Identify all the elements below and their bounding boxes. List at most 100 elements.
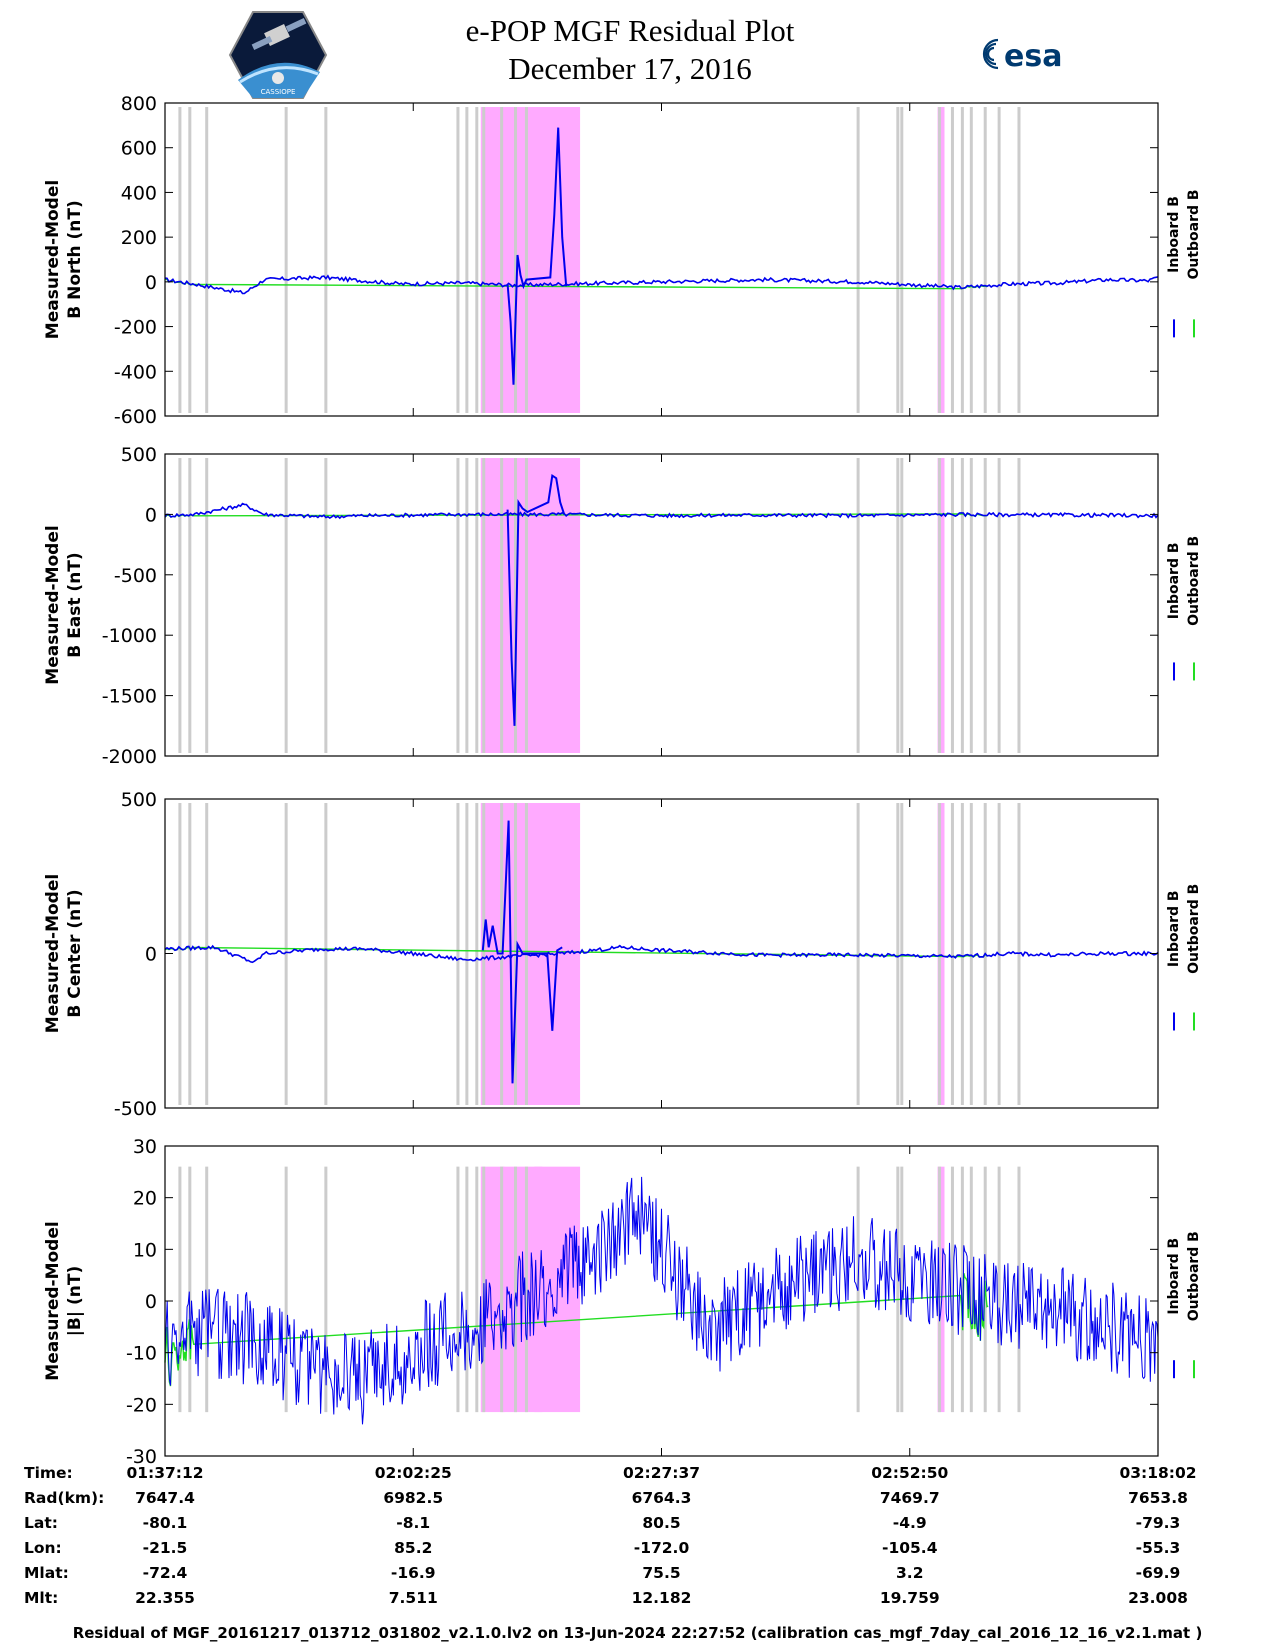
y-tick-label: 0 <box>145 1291 157 1313</box>
info-cell: 85.2 <box>394 1539 433 1557</box>
y-tick-label: -500 <box>114 565 157 587</box>
info-row-label: Mlat: <box>24 1564 69 1582</box>
info-cell: -80.1 <box>142 1514 188 1532</box>
y-tick-label: -200 <box>114 317 157 339</box>
inboard-series-line <box>164 274 1159 295</box>
info-cell: -79.3 <box>1135 1514 1181 1532</box>
inboard-spike-line <box>506 127 568 385</box>
y-tick-label: 400 <box>121 182 157 204</box>
magenta-band <box>480 107 505 413</box>
magenta-band <box>480 1166 505 1413</box>
y-axis-label: B North (nT) <box>65 200 85 319</box>
legend-entry-label: Inboard B <box>1166 1238 1182 1315</box>
info-cell: 22.355 <box>135 1589 195 1607</box>
orbit-info-table: Time: 01:37:12 02:02:25 02:27:37 02:52:50 03:… <box>0 1464 1275 1624</box>
info-cell: 02:27:37 <box>622 1464 701 1482</box>
info-cell: 80.5 <box>642 1514 681 1532</box>
info-cell: 6982.5 <box>383 1489 444 1507</box>
legend-entry-label: Outboard B <box>1186 189 1202 279</box>
info-cell: -55.3 <box>1135 1539 1181 1557</box>
info-cell: -72.4 <box>142 1564 188 1582</box>
panel-total: 30 20 10 0 -10 -20 -30 Measured-Model |B| (nT) In… <box>43 1136 1202 1468</box>
info-row-label: Lat: <box>24 1514 58 1532</box>
y-tick-label: -400 <box>114 361 157 383</box>
axes-box <box>164 453 1159 757</box>
legend-entry-label: Inboard B <box>1166 542 1182 619</box>
y-tick-label: 0 <box>145 944 157 966</box>
info-cell: 12.182 <box>631 1589 692 1607</box>
y-tick-label: 500 <box>121 789 157 811</box>
y-tick-label: -500 <box>114 1098 157 1120</box>
legend-entry-label: Outboard B <box>1186 1231 1202 1321</box>
info-cell: 6764.3 <box>631 1489 692 1507</box>
magenta-band <box>534 458 581 753</box>
y-tick-label: 0 <box>145 272 157 294</box>
y-tick-label: -1500 <box>102 686 157 708</box>
info-row-label: Rad(km): <box>24 1489 105 1507</box>
info-cell: 23.008 <box>1128 1589 1188 1607</box>
info-cell: 02:02:25 <box>374 1464 452 1482</box>
y-axis-label: B Center (nT) <box>65 889 85 1017</box>
cassiope-logo-text: CASSIOPE <box>261 88 296 96</box>
info-row-label: Mlt: <box>24 1589 59 1607</box>
y-axis-label: B East (nT) <box>65 552 85 657</box>
panel-east: 500 0 -500 -1000 -1500 -2000 Measured-Model B E… <box>43 444 1202 768</box>
y-tick-label: 0 <box>145 504 157 526</box>
y-tick-label: 800 <box>121 93 157 115</box>
info-cell: 03:18:02 <box>1119 1464 1197 1482</box>
legend-entry-label: Inboard B <box>1166 890 1182 967</box>
info-row-label: Lon: <box>24 1539 62 1557</box>
info-cell: 7647.4 <box>135 1489 195 1507</box>
info-cell: 19.759 <box>879 1589 940 1607</box>
y-tick-label: -20 <box>126 1394 157 1416</box>
y-tick-label: 600 <box>121 138 157 160</box>
y-tick-label: 500 <box>121 444 157 466</box>
axes-box <box>164 102 1159 417</box>
info-cell: -105.4 <box>882 1539 938 1557</box>
y-tick-label: -1000 <box>102 625 157 647</box>
y-axis-label: Measured-Model <box>43 874 63 1033</box>
info-cell: -8.1 <box>396 1514 431 1532</box>
y-tick-label: 20 <box>133 1188 157 1210</box>
chart-date: December 17, 2016 <box>508 51 752 86</box>
info-cell: -69.9 <box>1135 1564 1181 1582</box>
footer-caption: Residual of MGF_20161217_013712_031802_v… <box>72 1624 1203 1642</box>
inboard-spike-line <box>481 820 563 1084</box>
y-tick-label: 30 <box>133 1136 157 1158</box>
title-block: e-POP MGF Residual Plot December 17, 201… <box>400 12 860 88</box>
info-cell: 75.5 <box>642 1564 681 1582</box>
y-tick-label: -600 <box>114 406 157 428</box>
info-cell: 7469.7 <box>879 1489 940 1507</box>
info-cell: 02:52:50 <box>871 1464 949 1482</box>
info-row-label: Time: <box>24 1464 73 1482</box>
esa-logo: esa <box>982 38 1062 74</box>
y-axis-label: Measured-Model <box>43 1221 63 1380</box>
esa-logo-text: esa <box>1004 39 1062 74</box>
legend-entry-label: Outboard B <box>1186 884 1202 974</box>
info-cell: -21.5 <box>142 1539 188 1557</box>
panel-north: 800 600 400 200 0 -200 -400 -600 Measured-Model B… <box>43 93 1202 428</box>
magenta-band <box>480 458 505 753</box>
y-axis-label: |B| (nT) <box>65 1266 85 1337</box>
y-tick-label: -10 <box>126 1343 157 1365</box>
magenta-band <box>480 803 505 1105</box>
y-axis-label: Measured-Model <box>43 180 63 339</box>
inboard-spike-line <box>506 474 566 726</box>
legend-entry-label: Outboard B <box>1186 536 1202 626</box>
chart-title: e-POP MGF Residual Plot <box>465 13 795 48</box>
inboard-series-line <box>164 1176 1159 1425</box>
panel-center: 500 0 -500 Measured-Model B Center (nT) Inboa… <box>43 789 1202 1120</box>
inboard-series-line <box>164 944 1159 964</box>
info-cell: 3.2 <box>896 1564 924 1582</box>
inboard-series-line <box>164 502 1159 520</box>
y-axis-label: Measured-Model <box>43 525 63 684</box>
info-cell: -172.0 <box>633 1539 690 1557</box>
y-tick-label: 200 <box>121 227 157 249</box>
cassiope-mission-logo: CASSIOPE <box>228 11 328 99</box>
info-cell: -4.9 <box>892 1514 927 1532</box>
y-tick-label: 10 <box>133 1239 157 1261</box>
info-cell: -16.9 <box>390 1564 436 1582</box>
info-cell: 7.511 <box>388 1589 438 1607</box>
